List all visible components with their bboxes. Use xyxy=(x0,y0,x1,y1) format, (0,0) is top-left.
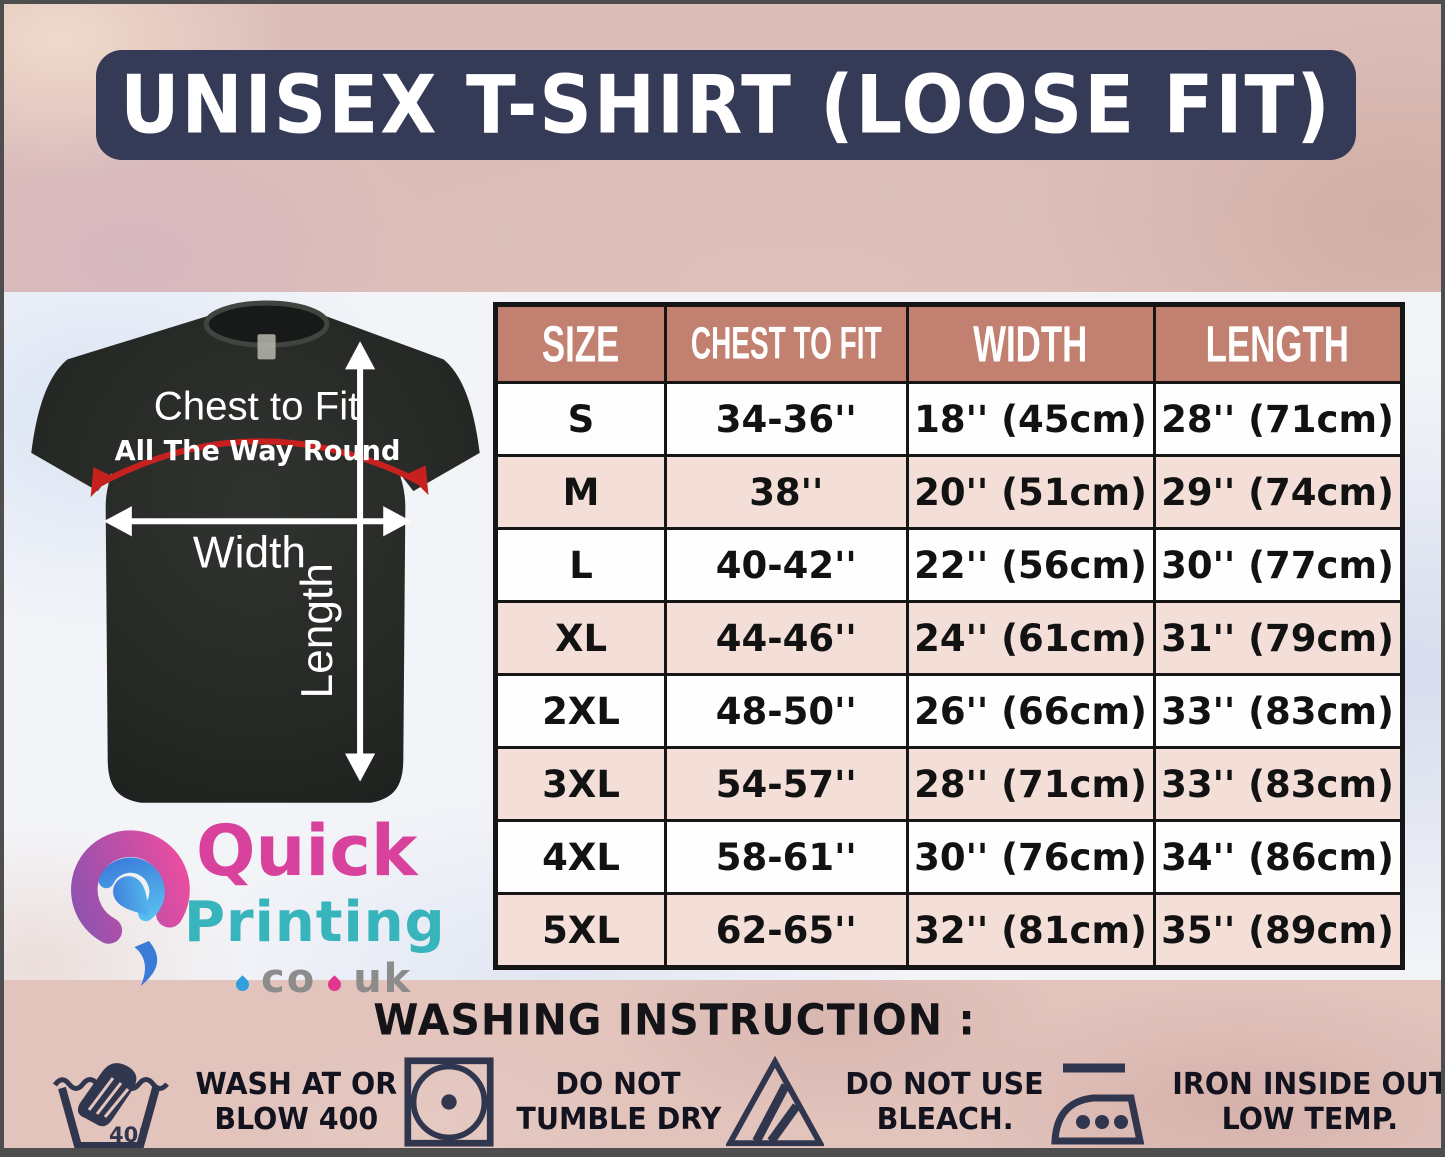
do-not-bleach-icon xyxy=(726,1056,825,1147)
length-arrowhead-bottom xyxy=(344,753,376,782)
logo-word-quick: Quick xyxy=(196,810,418,892)
table-row: 4XL 58-61'' 30'' (76cm) 34'' (86cm) xyxy=(494,819,1404,895)
table-row: 5XL 62-65'' 32'' (81cm) 35'' (89cm) xyxy=(494,892,1404,969)
col-header-chest: CHEST TO FIT xyxy=(664,303,909,384)
table-row: S 34-36'' 18'' (45cm) 28'' (71cm) xyxy=(494,381,1404,457)
size-table: SIZE CHEST TO FIT WIDTH LENGTH S 34-36'' 1… xyxy=(493,302,1405,970)
blue-droplet-icon xyxy=(233,974,252,994)
size-table-header-row: SIZE CHEST TO FIT WIDTH LENGTH xyxy=(494,303,1404,384)
length-arrowhead-top xyxy=(344,341,376,370)
tshirt-measurement-diagram: Chest to Fit All The Way Round Width Len… xyxy=(31,300,480,803)
table-row: L 40-42'' 22'' (56cm) 30'' (77cm) xyxy=(494,527,1404,603)
width-label: Width xyxy=(193,528,306,577)
hand-wash-40-icon: 40° xyxy=(52,1063,169,1148)
col-header-width: WIDTH xyxy=(905,303,1156,384)
width-arrowhead-left xyxy=(103,506,132,537)
col-header-length: LENGTH xyxy=(1152,303,1404,384)
logo-uk: uk xyxy=(353,956,413,1002)
quickprinting-logo: Quick Printing co uk xyxy=(64,810,494,1002)
table-row: XL 44-46'' 24'' (61cm) 31'' (79cm) xyxy=(494,600,1404,676)
logo-co: co xyxy=(261,956,317,1002)
length-label: Length xyxy=(293,563,342,698)
page-title: UNISEX T-SHIRT (LOOSE FIT) xyxy=(120,58,1332,152)
title-banner: UNISEX T-SHIRT (LOOSE FIT) xyxy=(96,50,1356,160)
collar-tag xyxy=(257,334,276,360)
iron-low-temp-icon xyxy=(1051,1063,1145,1145)
table-row: 3XL 54-57'' 28'' (71cm) 33'' (83cm) xyxy=(494,746,1404,822)
col-header-size: SIZE xyxy=(494,303,667,384)
washing-item-bleach: DO NOT USE BLEACH. xyxy=(726,1056,1049,1148)
logo-word-printing: Printing xyxy=(184,890,446,955)
width-arrowhead-right xyxy=(383,506,412,537)
logo-swirl-icon xyxy=(71,830,190,986)
washing-item-label: DO NOT USE BLEACH. xyxy=(845,1066,1044,1137)
washing-item-tumble-dry: DO NOT TUMBLE DRY xyxy=(403,1056,727,1148)
logo-domain: co uk xyxy=(233,956,413,1002)
all-the-way-round-label: All The Way Round xyxy=(115,436,401,467)
washing-title: WASHING INSTRUCTION : xyxy=(373,994,976,1046)
washing-item-iron: IRON INSIDE OUT LOW TEMP. xyxy=(1049,1056,1445,1148)
washing-item-hand-wash: 40° WASH AT OR BLOW 400 xyxy=(52,1052,403,1148)
washing-instructions: 40° WASH AT OR BLOW 400 DO NOT TUMBLE DR… xyxy=(4,1052,1441,1148)
table-row: M 38'' 20'' (51cm) 29'' (74cm) xyxy=(494,454,1404,530)
table-row: 2XL 48-50'' 26'' (66cm) 33'' (83cm) xyxy=(494,673,1404,749)
washing-item-label: DO NOT TUMBLE DRY xyxy=(515,1066,721,1137)
wash-temp-label: 40° xyxy=(109,1123,149,1147)
washing-item-label: IRON INSIDE OUT LOW TEMP. xyxy=(1172,1066,1445,1137)
pink-droplet-icon xyxy=(325,974,344,994)
chest-measurement-arc xyxy=(92,438,427,490)
do-not-tumble-dry-icon xyxy=(403,1057,494,1147)
chest-to-fit-label: Chest to Fit xyxy=(154,384,360,429)
arc-arrowhead-right xyxy=(407,465,429,496)
arc-arrowhead-left xyxy=(90,467,112,498)
bottom-band-background xyxy=(4,980,1441,1148)
tshirt-silhouette xyxy=(31,316,480,803)
washing-item-label: WASH AT OR BLOW 400 xyxy=(195,1066,398,1137)
